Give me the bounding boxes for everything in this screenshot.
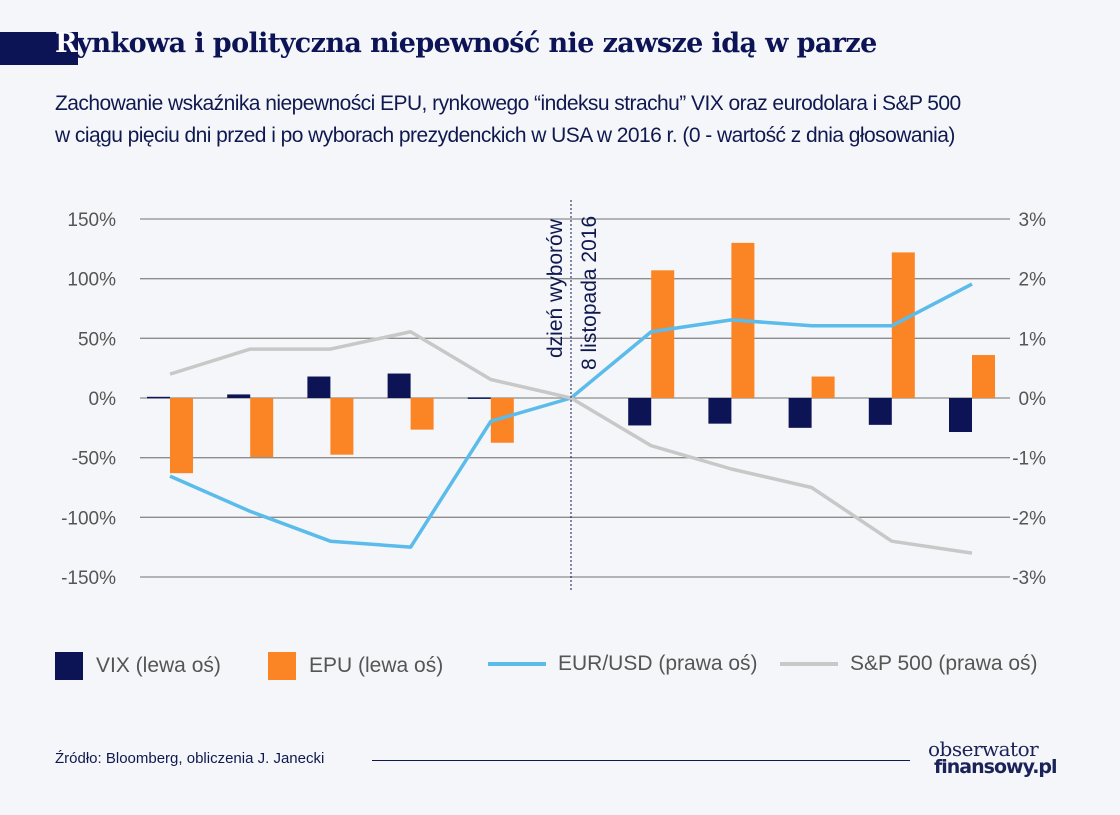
logo-line-1: obserwator <box>928 737 1039 761</box>
annotation-line-2: 8 listopada 2016 <box>578 216 601 370</box>
logo: obserwator finansowy.pl <box>928 737 1058 778</box>
right-tick-label: -1% <box>1012 449 1046 470</box>
epu-bar <box>490 398 514 443</box>
vix-bar <box>868 398 892 425</box>
epu-bar <box>170 398 193 474</box>
vix-bar <box>307 376 331 398</box>
left-tick-label: 100% <box>67 270 116 291</box>
chart-subtitle: Zachowanie wskaźnika niepewności EPU, ry… <box>55 88 961 152</box>
right-tick-label: 0% <box>1019 389 1047 410</box>
left-tick-label: 0% <box>89 389 117 410</box>
left-tick-label: 50% <box>78 329 116 350</box>
eurusd-line <box>169 282 973 549</box>
vix-bar <box>147 396 170 399</box>
epu-bar <box>651 270 675 398</box>
epu-swatch <box>268 652 296 680</box>
chart-plot: 150% 3% 100% 2% 50% 1% 0% 0% -50% -1% -100% -2% -150… <box>61 200 1047 590</box>
vix-bar <box>467 397 491 399</box>
legend-label: S&P 500 (prawa oś) <box>850 652 1038 675</box>
source-note: Źródło: Bloomberg, obliczenia J. Janecki <box>55 750 325 767</box>
logo-line-2: finansowy.pl <box>934 756 1058 778</box>
epu-bar <box>250 398 274 458</box>
title-accent-block <box>0 32 78 65</box>
left-tick-label: -50% <box>72 449 116 470</box>
legend-item-epu: EPU (lewa oś) <box>268 652 443 680</box>
left-tick-label: -100% <box>61 508 116 529</box>
left-tick-label: -150% <box>61 568 116 589</box>
epu-bar <box>811 376 835 398</box>
vix-bar <box>227 394 251 398</box>
legend-item-eurusd: EUR/USD (prawa oś) <box>488 652 758 676</box>
legend-label: EPU (lewa oś) <box>309 654 444 677</box>
vix-bar <box>949 398 972 433</box>
footer-divider <box>372 760 910 761</box>
vix-bar <box>708 398 732 424</box>
vix-swatch <box>55 652 83 680</box>
legend-label: EUR/USD (prawa oś) <box>558 652 758 675</box>
right-tick-label: 3% <box>1019 210 1047 231</box>
title-rest: ynkowa i polityczna niepewność nie zawsz… <box>76 28 877 59</box>
left-tick-label: 150% <box>67 210 116 231</box>
subtitle-line-1: Zachowanie wskaźnika niepewności EPU, ry… <box>55 92 961 115</box>
annotation-line-1: dzień wyborów <box>544 218 567 358</box>
right-tick-label: 1% <box>1019 329 1047 350</box>
right-tick-label: 2% <box>1019 270 1047 291</box>
epu-bar <box>972 355 995 398</box>
epu-bar <box>410 398 434 430</box>
vix-bar <box>387 373 411 398</box>
subtitle-line-2: w ciągu pięciu dni przed i po wyborach p… <box>55 124 955 147</box>
eurusd-swatch <box>488 662 546 666</box>
epu-bar <box>891 252 915 398</box>
right-tick-label: -2% <box>1012 508 1046 529</box>
vix-bar <box>628 398 652 426</box>
title-first-letter: R <box>55 28 77 59</box>
sp500-swatch <box>780 662 838 666</box>
legend-label: VIX (lewa oś) <box>96 654 221 677</box>
vix-bar <box>788 398 812 428</box>
legend-item-vix: VIX (lewa oś) <box>55 652 221 680</box>
right-tick-label: -3% <box>1012 568 1046 589</box>
epu-bar <box>330 398 354 455</box>
legend-item-sp500: S&P 500 (prawa oś) <box>780 652 1038 676</box>
chart-title: Rynkowa i polityczna niepewność nie zaws… <box>55 28 877 59</box>
